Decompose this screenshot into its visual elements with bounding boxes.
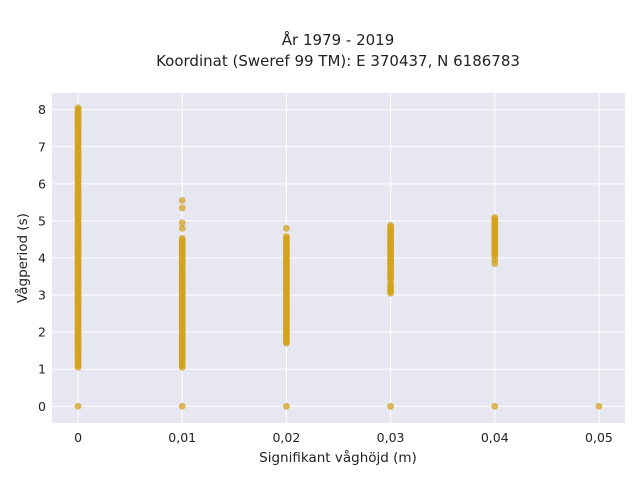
data-point	[178, 197, 186, 204]
data-point	[283, 224, 290, 232]
x-tick-label: 0	[74, 430, 82, 445]
data-point	[491, 402, 499, 410]
x-axis-label: Signifikant våghöjd (m)	[259, 449, 417, 466]
y-tick-label: 6	[38, 176, 46, 191]
tick-labels: 0 0,01 0,02 0,03 0,04 0,05 0 1 2 3 4 5 6 7 8	[38, 102, 613, 445]
data-point	[178, 204, 186, 212]
y-tick-label: 1	[38, 362, 46, 377]
data-point	[491, 256, 499, 264]
grid	[52, 93, 625, 423]
data-point	[178, 234, 186, 242]
x-tick-label: 0,01	[168, 430, 196, 445]
data-point	[74, 402, 82, 410]
x-tick-label: 0,05	[585, 430, 613, 445]
x-tick-label: 0,04	[481, 430, 509, 445]
data-point	[491, 214, 499, 221]
x-tick-label: 0,03	[377, 430, 405, 445]
chart-subtitle: Koordinat (Sweref 99 TM): E 370437, N 61…	[156, 52, 520, 70]
data-point	[283, 233, 290, 240]
y-tick-label: 4	[38, 251, 46, 266]
x-tick-label: 0,02	[272, 430, 300, 445]
data-point	[178, 219, 186, 227]
data-point	[387, 402, 394, 410]
y-tick-label: 8	[38, 102, 46, 117]
y-tick-label: 5	[38, 213, 46, 228]
data-point	[387, 221, 394, 229]
y-tick-label: 3	[38, 288, 46, 303]
data-point	[595, 402, 603, 410]
data-point	[178, 402, 186, 410]
y-tick-label: 7	[38, 139, 46, 154]
chart-title: År 1979 - 2019	[282, 30, 395, 49]
data-point	[74, 104, 82, 112]
data-point	[178, 224, 186, 232]
data-point	[283, 402, 290, 410]
data-point	[387, 280, 394, 288]
y-tick-label: 0	[38, 399, 46, 414]
data-points	[74, 104, 603, 410]
y-tick-label: 2	[38, 325, 46, 340]
y-axis-label: Vågperiod (s)	[14, 213, 31, 303]
